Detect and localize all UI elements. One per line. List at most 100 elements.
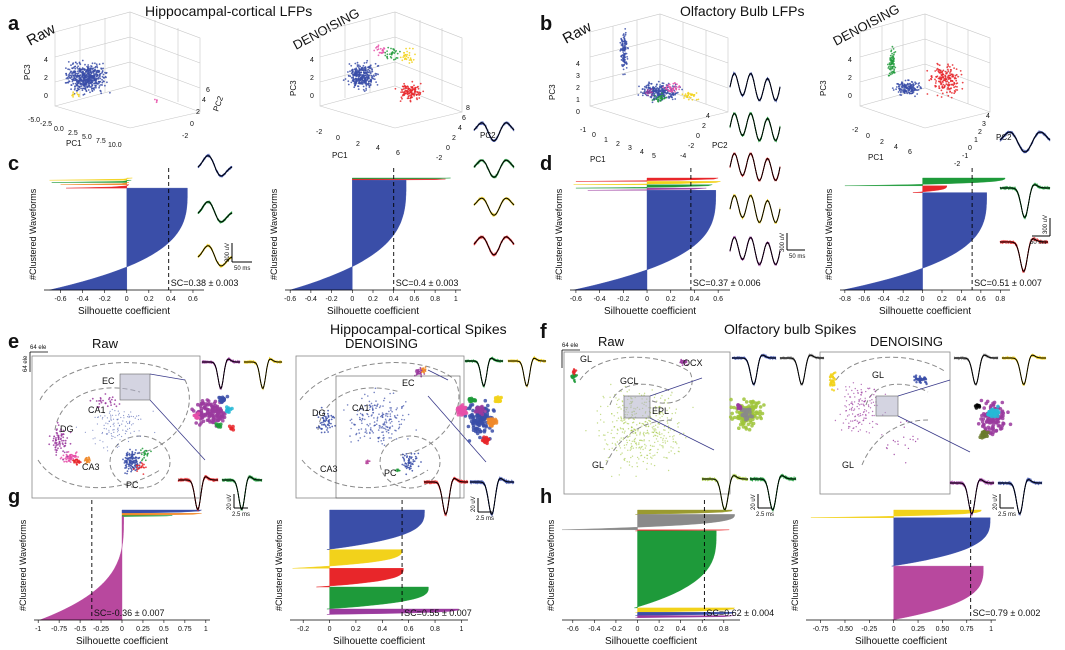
pca-point-green: [892, 55, 895, 58]
pca-point-blue: [357, 88, 360, 90]
spike-point-blue: [380, 427, 383, 429]
pca-point-blue: [676, 91, 679, 94]
spike-point-blue: [359, 437, 362, 439]
pca-point-red: [939, 78, 942, 81]
pca-point-blue: [904, 84, 907, 87]
spike-point-blue: [389, 422, 392, 424]
pca-point-blue: [74, 82, 77, 85]
spike-point-blue: [139, 435, 141, 437]
spike-point-blue: [389, 415, 392, 418]
pca-point-blue: [914, 95, 916, 98]
pca-point-red: [934, 85, 937, 88]
pca-point-blue: [641, 94, 644, 97]
pca-point-red: [959, 70, 962, 72]
zoom-box: [623, 395, 651, 419]
spike-point-blue: [390, 418, 392, 421]
pca-point-blue: [98, 85, 101, 87]
spike-point-olive: [643, 431, 645, 434]
region-dg: DG: [60, 424, 74, 434]
pca-point-blue: [68, 72, 71, 75]
spike-point-olive: [621, 400, 623, 402]
zoom-point-purple: [1006, 410, 1010, 415]
spike-point-olive: [636, 456, 639, 459]
pca-point-blue: [352, 78, 355, 80]
spike-point-purple: [837, 388, 839, 390]
spike-point-blue: [379, 405, 382, 407]
spike-point-purple: [854, 387, 856, 390]
wave-c-den-red-trace: [473, 236, 515, 257]
pca-point-blue: [101, 78, 103, 81]
region-ec: EC: [402, 378, 415, 388]
spike-point-olive: [643, 439, 645, 441]
zoom-point-purple: [221, 415, 225, 420]
pca-point-blue: [911, 92, 914, 95]
spike-point-blue: [360, 420, 363, 422]
spike-point-purple: [57, 438, 60, 441]
zoom-point-black: [973, 404, 978, 408]
x-tick-label: 0.25: [911, 626, 925, 633]
pca-point-green: [657, 98, 660, 101]
x-axis-label: Silhouette coefficient: [327, 306, 419, 317]
spike-point-purple: [871, 414, 873, 417]
spike-point-olive: [663, 456, 665, 458]
spike-point-purple: [871, 399, 873, 401]
pca-point-blue: [85, 70, 87, 73]
pca-box: [589, 13, 729, 129]
zoom-point-pink: [463, 410, 467, 415]
spike-point-olive: [685, 437, 687, 439]
spike-point-olive: [611, 475, 613, 478]
spike-point-blue: [131, 424, 133, 426]
spike-point-blue: [385, 421, 388, 424]
pca-point-blue: [106, 81, 108, 84]
spike-point-olive: [654, 424, 657, 426]
spike-point-purple: [865, 414, 867, 417]
pca-point-green: [393, 49, 396, 52]
spike-point-olive: [619, 427, 622, 429]
spike-point-purple: [58, 440, 61, 443]
spike-point-blue: [106, 417, 108, 419]
spike-point-blue: [408, 455, 411, 458]
pca-point-green: [389, 53, 391, 56]
spike-point-olive: [636, 462, 638, 464]
spike-point-olive: [656, 435, 659, 437]
spike-point-olive: [645, 425, 647, 428]
silhouette-bar-yellow: [292, 549, 403, 569]
zoom-point-olive: [744, 400, 749, 404]
spike-point-purple: [63, 451, 66, 454]
spike-point-blue: [414, 455, 417, 458]
pca-point-red: [943, 86, 946, 88]
x-tick-label: -0.75: [51, 626, 67, 633]
spike-point-olive: [639, 432, 641, 435]
pca-point-red: [944, 74, 946, 77]
x-tick-label: 0.6: [188, 296, 198, 303]
zoom-point-green: [469, 398, 474, 403]
pca-point-green: [651, 99, 654, 101]
sc-annotation: SC=0.62 ± 0.004: [706, 608, 774, 618]
pca-point-blue: [623, 46, 626, 49]
pca-point-blue: [84, 83, 87, 85]
spike-point-blue: [124, 425, 127, 427]
spike-point-olive: [656, 451, 658, 454]
spike-point-purple: [845, 418, 847, 421]
pca-point-green: [660, 97, 663, 100]
x-tick-label: -0.6: [55, 296, 67, 303]
spike-point-blue: [925, 382, 928, 386]
spike-point-purple: [851, 409, 853, 411]
spike-point-blue: [364, 431, 367, 434]
spike-point-olive: [655, 434, 657, 437]
x-tick-label: -0.50: [837, 626, 853, 633]
spike-point-olive: [642, 448, 644, 451]
spike-point-purple: [858, 404, 861, 406]
x-axis-label: Silhouette coefficient: [78, 306, 170, 317]
region-gl: GL: [580, 354, 592, 364]
spike-point-olive: [645, 420, 647, 423]
spike-point-blue: [404, 462, 407, 465]
spike-point-blue: [376, 419, 379, 422]
spike-point-olive: [662, 447, 664, 449]
pca-point-blue: [362, 88, 365, 91]
silhouette-bar-orange: [60, 182, 130, 185]
pca-point-blue: [86, 65, 88, 68]
silhouette-bar-green: [575, 184, 713, 189]
pca-point-blue: [98, 75, 101, 78]
spike-point-blue: [133, 464, 136, 467]
